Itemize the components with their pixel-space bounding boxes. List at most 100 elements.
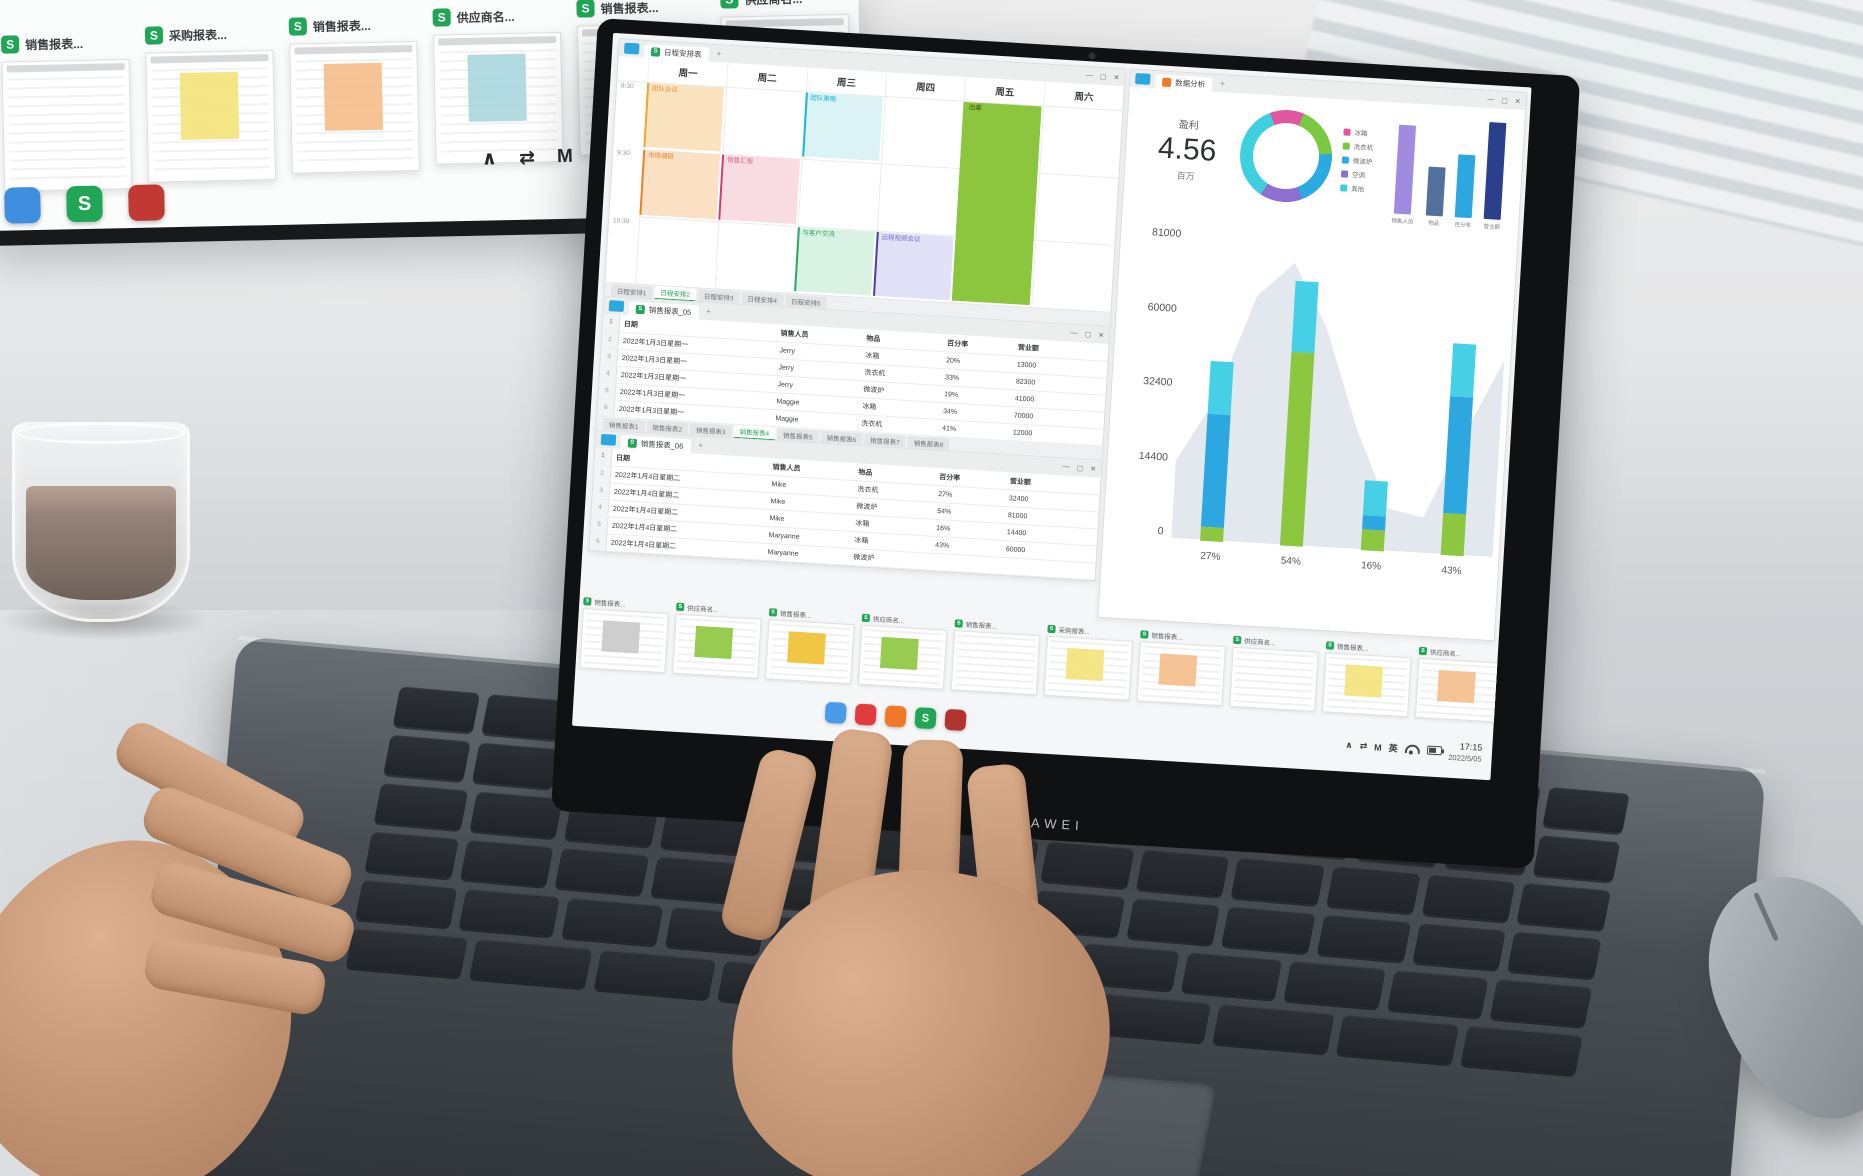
sheet-tab[interactable]: 日程安排2 bbox=[654, 285, 697, 302]
cell-percent: 41% bbox=[941, 424, 957, 433]
spreadsheet-preview[interactable] bbox=[950, 630, 1041, 696]
spreadsheet-preview[interactable] bbox=[765, 619, 855, 685]
maximize-button[interactable]: ▢ bbox=[1099, 73, 1107, 81]
time-label: 8:30 bbox=[620, 82, 634, 91]
battery-icon[interactable] bbox=[1426, 745, 1442, 756]
dock-icon[interactable]: S bbox=[914, 707, 937, 730]
dock-icon[interactable] bbox=[854, 703, 877, 726]
minimize-button[interactable]: — bbox=[1070, 329, 1078, 337]
sheet-tab[interactable]: 销售报表7 bbox=[863, 433, 907, 448]
close-button[interactable]: ✕ bbox=[1514, 98, 1521, 106]
dock-icon[interactable]: S bbox=[66, 185, 103, 223]
keyboard-key bbox=[1516, 883, 1611, 931]
spreadsheet-window-thumbnail[interactable]: S 销售报表... bbox=[765, 607, 855, 685]
y-tick-label: 0 bbox=[1157, 525, 1164, 538]
minimize-button[interactable]: — bbox=[1085, 71, 1094, 79]
spreadsheet-window-thumbnail[interactable]: S 销售报表... bbox=[288, 15, 420, 174]
spreadsheet-preview[interactable] bbox=[1322, 652, 1412, 718]
sheet-tab[interactable]: 日程安排5 bbox=[784, 294, 827, 310]
spreadsheet-preview[interactable] bbox=[857, 624, 948, 690]
spreadsheet-preview[interactable] bbox=[289, 40, 420, 174]
time-label: 10:30 bbox=[612, 216, 630, 225]
spreadsheet-window-thumbnail[interactable]: S 供应商名... bbox=[857, 613, 948, 690]
analytics-window[interactable]: 数据分析 + — ▢ ✕ 盈利 4.56 百万 bbox=[1097, 68, 1528, 642]
spreadsheet-window-thumbnail[interactable]: S 供应商名... bbox=[1414, 646, 1505, 723]
tray-icon[interactable]: ∧ bbox=[1345, 739, 1354, 751]
sheet-tab[interactable]: 销售报表1 bbox=[602, 418, 645, 433]
tray-icon[interactable]: 英 bbox=[1388, 743, 1398, 754]
new-tab-button[interactable]: + bbox=[1219, 79, 1226, 89]
dock-icon[interactable] bbox=[128, 184, 165, 222]
sheet-tab[interactable]: 日程安排4 bbox=[741, 292, 784, 307]
calendar-event[interactable]: 团队策略 bbox=[801, 92, 883, 162]
spreadsheet-window-thumbnail[interactable]: S 供应商名... bbox=[432, 6, 564, 165]
keyboard-key bbox=[1231, 858, 1326, 906]
dock-icon[interactable] bbox=[884, 705, 907, 728]
keyboard-key bbox=[1212, 1004, 1336, 1054]
maximize-button[interactable]: ▢ bbox=[1500, 97, 1509, 105]
spreadsheet-window-thumbnail[interactable]: S 销售报表... bbox=[950, 618, 1041, 696]
new-tab-button[interactable]: + bbox=[698, 440, 704, 450]
calendar-event[interactable]: 销售汇报 bbox=[718, 154, 800, 224]
maximize-button[interactable]: ▢ bbox=[1076, 464, 1084, 473]
sheet-tab[interactable]: 销售报表6 bbox=[820, 430, 863, 446]
sheet-tab[interactable]: 销售报表3 bbox=[689, 423, 732, 438]
dock-icon[interactable] bbox=[4, 186, 41, 224]
tray-icon[interactable]: ⇄ bbox=[1359, 740, 1368, 752]
dock-icon[interactable] bbox=[944, 708, 967, 732]
schedule-window[interactable]: S 日程安排表 + — ▢ ✕ 周一 周二 周三 周四 周五 周六 8:30 bbox=[588, 38, 1126, 582]
calendar-event[interactable]: 市场调研 bbox=[639, 150, 721, 220]
wifi-icon[interactable] bbox=[1404, 744, 1420, 755]
spreadsheet-window-thumbnail[interactable]: S 采购报表... bbox=[144, 24, 277, 183]
spreadsheet-window-thumbnail[interactable]: S 供应商名... bbox=[1229, 635, 1319, 712]
tray-icon[interactable]: ⇄ bbox=[518, 147, 536, 169]
close-button[interactable]: ✕ bbox=[1097, 331, 1105, 340]
tray-icon[interactable]: ∧ bbox=[481, 148, 498, 170]
minimize-button[interactable]: — bbox=[1487, 95, 1495, 103]
y-tick-label: 60000 bbox=[1147, 300, 1178, 315]
close-button[interactable]: ✕ bbox=[1113, 74, 1120, 82]
app-icon bbox=[600, 433, 617, 446]
sheet-tab[interactable]: 销售报表2 bbox=[646, 420, 689, 436]
calendar-event[interactable]: 远程视频会议 bbox=[873, 231, 955, 301]
spreadsheet-preview[interactable] bbox=[1043, 635, 1134, 701]
clock[interactable]: 17:15 2022/5/05 bbox=[1448, 741, 1483, 764]
highlighted-cells bbox=[1251, 659, 1290, 691]
sheet-tab[interactable]: 销售报表8 bbox=[907, 436, 950, 451]
calendar-event[interactable]: 与客户交流 bbox=[793, 226, 875, 296]
spreadsheet-preview[interactable] bbox=[145, 49, 277, 183]
calendar-event[interactable]: 出差 bbox=[952, 101, 1042, 306]
spreadsheet-window-thumbnail[interactable]: S 销售报表... bbox=[579, 596, 669, 674]
window-title: 供应商名... bbox=[744, 0, 802, 8]
mini-bar: 百分率 bbox=[1454, 120, 1477, 229]
close-button[interactable]: ✕ bbox=[1090, 465, 1097, 473]
sheet-tab[interactable]: 销售报表4 bbox=[733, 424, 776, 441]
spreadsheet-window-thumbnail[interactable]: S 采购报表... bbox=[1043, 624, 1134, 701]
maximize-button[interactable]: ▢ bbox=[1084, 330, 1092, 339]
spreadsheet-preview[interactable] bbox=[1229, 646, 1319, 712]
bar-label: 物品 bbox=[1428, 220, 1440, 228]
spreadsheet-preview[interactable] bbox=[1414, 657, 1505, 723]
spreadsheet-preview[interactable] bbox=[433, 31, 564, 165]
sheet-tab[interactable]: 销售报表5 bbox=[776, 428, 820, 443]
bar-segment bbox=[1360, 529, 1385, 552]
new-tab-button[interactable]: + bbox=[716, 49, 722, 59]
tray-icon[interactable]: M bbox=[556, 145, 574, 168]
new-tab-button[interactable]: + bbox=[706, 306, 712, 317]
spreadsheet-window-thumbnail[interactable]: S 供应商名... bbox=[672, 602, 762, 679]
spreadsheet-window-thumbnail[interactable]: S 销售报表... bbox=[1322, 640, 1412, 718]
spreadsheet-preview[interactable] bbox=[672, 613, 762, 679]
spreadsheet-window-thumbnail[interactable]: S 销售报表... bbox=[1136, 629, 1226, 707]
spreadsheet-preview[interactable] bbox=[1, 59, 133, 192]
sheet-tab[interactable]: 日程安排1 bbox=[610, 284, 653, 299]
spreadsheet-window-thumbnail[interactable]: S 销售报表... bbox=[0, 33, 133, 192]
spreadsheet-preview[interactable] bbox=[1136, 641, 1226, 707]
calendar-event[interactable]: 团队会议 bbox=[643, 83, 725, 152]
tray-icon[interactable]: M bbox=[1373, 742, 1383, 753]
keyboard-key bbox=[1460, 1025, 1583, 1076]
dock-icon[interactable] bbox=[824, 701, 847, 724]
spreadsheet-preview[interactable] bbox=[579, 608, 669, 674]
minimize-button[interactable]: — bbox=[1062, 462, 1070, 471]
sheet-tab[interactable]: 日程安排3 bbox=[697, 289, 740, 304]
window-label: S 销售报表... bbox=[288, 15, 417, 36]
